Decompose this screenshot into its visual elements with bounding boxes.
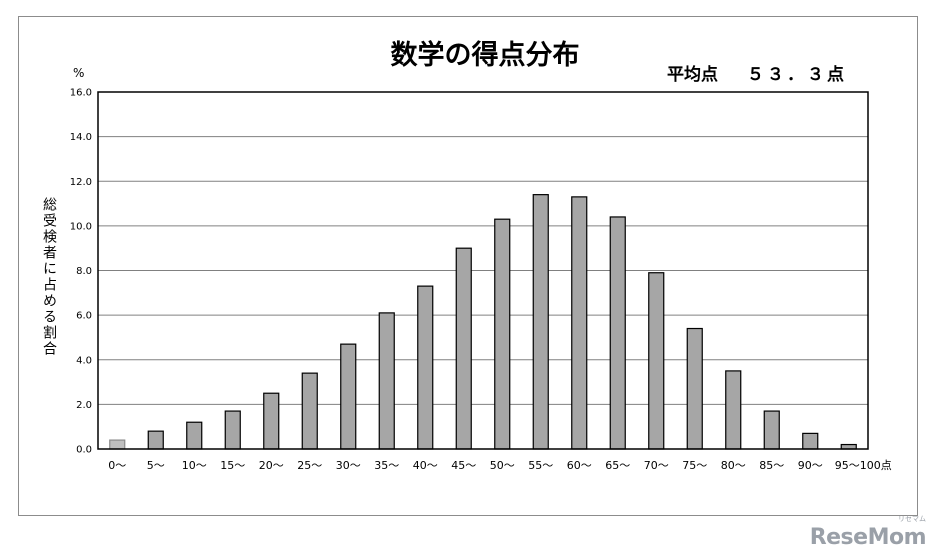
x-tick-label: 45～ — [451, 459, 476, 472]
y-tick-label: 12.0 — [70, 177, 92, 188]
bar — [455, 247, 472, 450]
bar — [224, 410, 241, 450]
bar — [147, 430, 164, 450]
x-tick-label: 10～ — [182, 459, 207, 472]
x-tick-label: 15～ — [220, 459, 245, 472]
x-tick-label: 90～ — [798, 459, 823, 472]
y-tick-label: 8.0 — [76, 266, 92, 277]
bar — [571, 196, 588, 450]
bar — [263, 392, 280, 450]
bar — [725, 370, 742, 450]
bar — [686, 327, 703, 450]
x-tick-label: 50～ — [490, 459, 515, 472]
watermark-logo: ReseMom — [809, 525, 927, 550]
y-tick-label: 10.0 — [70, 221, 92, 232]
chart-title: 数学の得点分布 — [391, 39, 580, 71]
y-unit-label: % — [73, 66, 84, 80]
bar — [340, 343, 357, 450]
x-tick-label: 85～ — [759, 459, 784, 472]
average-value: ５３．３点 — [747, 64, 847, 85]
x-tick-label: 80～ — [721, 459, 746, 472]
y-tick-label: 14.0 — [70, 132, 92, 143]
x-tick-label: 70～ — [644, 459, 669, 472]
x-tick-label: 0～ — [108, 459, 126, 472]
bar — [532, 194, 549, 450]
bar — [417, 285, 434, 450]
x-tick-label: 5～ — [147, 459, 165, 472]
y-tick-labels: 0.0 2.0 4.0 6.0 8.0 10.0 12.0 14.0 16.0 — [70, 88, 92, 456]
bar — [609, 216, 626, 450]
y-tick-label: 0.0 — [76, 445, 92, 456]
plot-area-border — [97, 91, 869, 450]
x-tick-label: 40～ — [413, 459, 438, 472]
x-tick-label: 55～ — [528, 459, 553, 472]
bars — [109, 194, 857, 450]
bar — [109, 439, 126, 450]
average-label: 平均点 — [667, 64, 718, 85]
bar — [301, 372, 318, 450]
x-tick-label: 60～ — [567, 459, 592, 472]
bar — [378, 312, 395, 450]
x-tick-label: 65～ — [605, 459, 630, 472]
bar — [802, 432, 819, 450]
chart-frame: 0.0 2.0 4.0 6.0 8.0 10.0 12.0 14.0 16.0 0～ 5～ 10～ 1… — [18, 16, 918, 516]
x-tick-label: 35～ — [374, 459, 399, 472]
bar-chart: 0.0 2.0 4.0 6.0 8.0 10.0 12.0 14.0 16.0 0～ 5～ 10～ 1… — [41, 39, 892, 472]
x-tick-label: 25～ — [297, 459, 322, 472]
bar — [186, 421, 203, 450]
bar — [648, 272, 665, 450]
y-tick-label: 6.0 — [76, 311, 92, 322]
x-tick-label: 30～ — [336, 459, 361, 472]
y-tick-label: 2.0 — [76, 400, 92, 411]
y-axis-label: 総受検者に占める割合 — [41, 197, 57, 357]
bar — [494, 218, 511, 450]
x-tick-labels: 0～ 5～ 10～ 15～ 20～ 25～ 30～ 35～ 40～ 45～ 50～ 55～ 60～ 65～… — [108, 459, 892, 472]
bar — [763, 410, 780, 450]
watermark-subtext: リセマム — [898, 515, 926, 523]
x-tick-label: 75～ — [682, 459, 707, 472]
x-tick-label: 20～ — [259, 459, 284, 472]
y-tick-label: 4.0 — [76, 355, 92, 366]
x-tick-label: 95～100点 — [835, 459, 892, 472]
gridlines — [98, 136, 868, 405]
y-tick-label: 16.0 — [70, 88, 92, 99]
